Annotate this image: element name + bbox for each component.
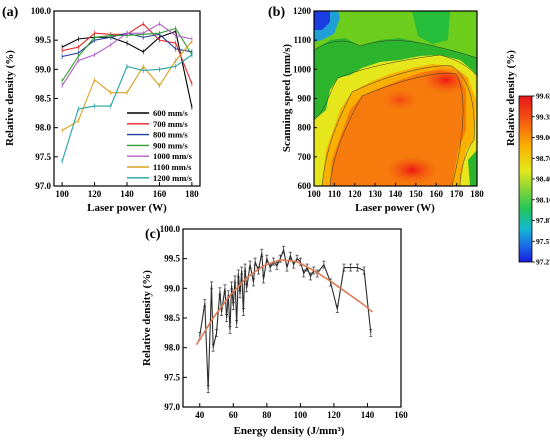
panel-a-axes: 100 120 140 160 180 97.0 97.5 98.0 98.5 99.0 99.5 1… <box>31 6 199 199</box>
legend-label-5: 1100 mm/s <box>153 162 192 172</box>
contour-line-1 <box>313 40 478 59</box>
panel-c-y-tick-label: 98.0 <box>164 343 180 353</box>
panel-c-series <box>195 245 374 394</box>
panel-b-axes: 100 110 120 130 140 150 160 170 180 600 700 800 900 1… <box>293 6 484 199</box>
panel-c-y-axis-label: Relative density (%) <box>141 270 153 366</box>
panel-a-y-tick-label: 98.0 <box>35 123 51 133</box>
panel-b-x-tick-label: 130 <box>368 189 382 199</box>
panel-a-y-tick-label: 100.0 <box>31 6 52 16</box>
panel-c-x-tick-label: 100 <box>294 410 308 420</box>
panel-b-label: (b) <box>268 5 285 20</box>
panel-a-label: (a) <box>2 5 19 20</box>
panel-b-x-tick-label: 180 <box>470 189 484 199</box>
panel-c-y-tick-label: 99.5 <box>164 254 180 264</box>
colorbar-tick-label: 99.06 <box>536 133 550 142</box>
panel-b-y-tick-label: 800 <box>298 123 312 133</box>
panel-a-x-tick-label: 180 <box>185 189 199 199</box>
panel-b-contour-fill <box>313 11 478 187</box>
panel-c-label: (c) <box>145 227 161 242</box>
panel-a-x-tick-label: 100 <box>55 189 69 199</box>
panel-b-y-tick-label: 600 <box>298 181 312 191</box>
legend-label-3: 900 mm/s <box>153 140 188 150</box>
panel-a-series <box>61 21 193 164</box>
colorbar-tick-label: 98.46 <box>536 175 550 184</box>
panel-c-x-tick-label: 120 <box>327 410 341 420</box>
panel-b-colorbar-label: Relative density (%) <box>505 50 517 146</box>
panel-a-y-tick-label: 99.0 <box>35 64 51 74</box>
contour-hotspot-upper <box>422 66 470 94</box>
panel-c-y-tick-label: 97.5 <box>164 372 180 382</box>
panel-b-colorbar-ticks: 99.65 99.35 99.06 98.76 98.46 98.16 97.87 97.57… <box>532 92 550 267</box>
contour-region-blue-corner <box>314 11 330 30</box>
panel-b-x-tick-label: 100 <box>307 189 321 199</box>
colorbar-tick-label: 97.27 <box>536 258 550 267</box>
panel-a-x-tick-label: 140 <box>120 189 134 199</box>
panel-c-plot-frame <box>182 228 402 408</box>
panel-a-y-tick-label: 97.0 <box>35 181 51 191</box>
panel-c-axes: 40 60 80 100 120 140 160 97.0 97.5 98.0 98.5 99.0 99… <box>160 224 409 420</box>
panel-b-x-tick-label: 120 <box>348 189 362 199</box>
contour-line-3 <box>321 65 475 187</box>
panel-a-x-axis-label: Laser power (W) <box>87 202 167 214</box>
panel-a-y-tick-label: 97.5 <box>35 152 51 162</box>
panel-a-x-tick-label: 120 <box>88 189 102 199</box>
colorbar-tick-label: 97.57 <box>536 237 550 246</box>
panel-c-x-tick-label: 140 <box>361 410 375 420</box>
legend-label-2: 800 mm/s <box>153 130 188 140</box>
panel-b-x-tick-label: 110 <box>328 189 342 199</box>
panel-b-y-axis-label: Scanning speed (mm/s) <box>281 44 293 153</box>
legend-label-6: 1200 mm/s <box>153 173 193 183</box>
panel-c-y-tick-label: 97.0 <box>164 402 180 412</box>
panel-a-y-tick-label: 99.5 <box>35 35 51 45</box>
panel-b-y-tick-label: 700 <box>298 152 312 162</box>
legend-label-0: 600 mm/s <box>153 108 188 118</box>
panel-b-y-tick-label: 1200 <box>293 6 312 16</box>
panel-a-y-tick-label: 98.5 <box>35 94 51 104</box>
panel-c-x-tick-label: 60 <box>229 410 239 420</box>
panel-b-colorbar <box>518 95 533 263</box>
panel-c-x-tick-label: 160 <box>394 410 408 420</box>
colorbar-tick-label: 99.65 <box>536 92 550 101</box>
panel-c-x-tick-label: 80 <box>262 410 272 420</box>
panel-b-y-tick-label: 1100 <box>293 35 311 45</box>
panel-b-y-tick-label: 1000 <box>293 64 312 74</box>
contour-region-green-top <box>412 11 450 44</box>
panel-b-x-tick-label: 160 <box>430 189 444 199</box>
contour-line-2 <box>313 54 478 121</box>
panel-b-x-tick-label: 170 <box>450 189 464 199</box>
panel-c-x-axis-label: Energy density (J/mm³) <box>234 425 345 437</box>
panel-a-y-axis-label: Relative density (%) <box>4 50 16 146</box>
colorbar-tick-label: 99.35 <box>536 112 550 121</box>
legend-label-4: 1000 mm/s <box>153 151 193 161</box>
panel-c-y-tick-label: 98.5 <box>164 313 180 323</box>
panel-c-y-tick-label: 100.0 <box>160 224 181 234</box>
panel-a-x-tick-label: 160 <box>153 189 167 199</box>
panel-b-x-axis-label: Laser power (W) <box>355 202 435 214</box>
panel-c-y-tick-label: 99.0 <box>164 283 180 293</box>
contour-region-darkorange <box>330 70 466 186</box>
panel-b-x-tick-label: 140 <box>389 189 403 199</box>
panel-c-x-tick-label: 40 <box>195 410 205 420</box>
panel-c-fit-curve <box>195 259 374 346</box>
colorbar-tick-label: 98.16 <box>536 195 550 204</box>
panel-c-measured-line <box>199 247 372 390</box>
legend-label-1: 700 mm/s <box>153 119 188 129</box>
contour-line-4 <box>329 72 464 187</box>
panel-a-line-chart: (a) 100 120 140 160 180 97.0 97.5 98.0 98.5 99.0 9… <box>2 5 201 214</box>
panel-b-x-tick-label: 150 <box>409 189 423 199</box>
panel-b-contour-map: (b) 100 110 120 130 140 150 160 170 180 600 700 800… <box>268 5 550 267</box>
colorbar-tick-label: 98.76 <box>536 154 550 163</box>
contour-hotspot-mid <box>382 90 418 110</box>
panel-b-y-tick-label: 900 <box>298 94 312 104</box>
contour-hotspot-lower <box>386 156 438 184</box>
colorbar-tick-label: 97.87 <box>536 216 550 225</box>
panel-c-line-chart: (c) 40 60 80 100 120 140 160 97.0 97.5 98.0 98.5 99… <box>141 224 408 437</box>
